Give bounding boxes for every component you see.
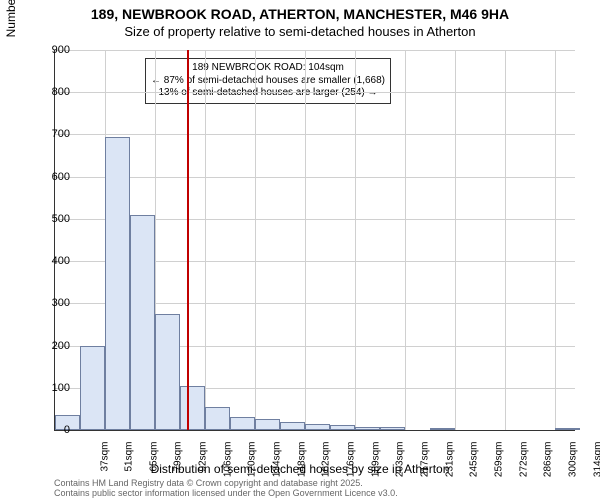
gridline-v (305, 50, 306, 430)
gridline-h (55, 92, 575, 93)
xtick-label: 79sqm (173, 442, 184, 482)
histogram-bar (180, 386, 205, 430)
xtick-label: 148sqm (296, 442, 307, 482)
xtick-label: 189sqm (370, 442, 381, 482)
plot-area: 189 NEWBROOK ROAD: 104sqm ← 87% of semi-… (54, 50, 575, 431)
xtick-label: 245sqm (469, 442, 480, 482)
histogram-bar (105, 137, 130, 430)
histogram-bar (280, 422, 305, 430)
xtick-label: 314sqm (592, 442, 600, 482)
histogram-bar (255, 419, 280, 430)
xtick-label: 286sqm (543, 442, 554, 482)
annotation-line2: ← 87% of semi-detached houses are smalle… (151, 75, 385, 88)
gridline-h (55, 134, 575, 135)
xtick-label: 217sqm (420, 442, 431, 482)
ytick-label: 300 (30, 297, 70, 309)
xtick-label: 162sqm (321, 442, 332, 482)
gridline-v (255, 50, 256, 430)
chart-title-main: 189, NEWBROOK ROAD, ATHERTON, MANCHESTER… (0, 6, 600, 22)
chart-container: 189, NEWBROOK ROAD, ATHERTON, MANCHESTER… (0, 0, 600, 500)
ytick-label: 900 (30, 44, 70, 56)
xtick-label: 176sqm (346, 442, 357, 482)
ytick-label: 800 (30, 86, 70, 98)
chart-title-sub: Size of property relative to semi-detach… (0, 24, 600, 39)
annotation-line3: 13% of semi-detached houses are larger (… (151, 87, 385, 100)
histogram-bar (205, 407, 230, 430)
histogram-bar (555, 428, 580, 430)
histogram-bar (305, 424, 330, 430)
gridline-v (455, 50, 456, 430)
histogram-bar (230, 417, 255, 430)
y-axis-label: Number of semi-detached properties (4, 0, 18, 90)
histogram-bar (430, 428, 455, 430)
xtick-label: 92sqm (198, 442, 209, 482)
xtick-label: 300sqm (568, 442, 579, 482)
gridline-v (555, 50, 556, 430)
histogram-bar (80, 346, 105, 430)
marker-line (187, 50, 189, 430)
gridline-h (55, 50, 575, 51)
histogram-bar (380, 427, 405, 430)
gridline-v (205, 50, 206, 430)
histogram-bar (155, 314, 180, 430)
gridline-v (355, 50, 356, 430)
ytick-label: 200 (30, 340, 70, 352)
xtick-label: 231sqm (444, 442, 455, 482)
xtick-label: 134sqm (272, 442, 283, 482)
ytick-label: 600 (30, 171, 70, 183)
gridline-h (55, 177, 575, 178)
xtick-label: 120sqm (247, 442, 258, 482)
xtick-label: 203sqm (395, 442, 406, 482)
histogram-bar (330, 425, 355, 430)
xtick-label: 259sqm (494, 442, 505, 482)
footer-attribution-2: Contains public sector information licen… (54, 488, 398, 498)
ytick-label: 100 (30, 382, 70, 394)
ytick-label: 500 (30, 213, 70, 225)
annotation-box: 189 NEWBROOK ROAD: 104sqm ← 87% of semi-… (145, 58, 391, 104)
ytick-label: 400 (30, 255, 70, 267)
xtick-label: 65sqm (148, 442, 159, 482)
histogram-bar (355, 427, 380, 430)
ytick-label: 700 (30, 128, 70, 140)
gridline-v (505, 50, 506, 430)
xtick-label: 272sqm (518, 442, 529, 482)
gridline-v (405, 50, 406, 430)
annotation-line1: 189 NEWBROOK ROAD: 104sqm (151, 62, 385, 75)
xtick-label: 106sqm (222, 442, 233, 482)
xtick-label: 37sqm (99, 442, 110, 482)
xtick-label: 51sqm (124, 442, 135, 482)
histogram-bar (130, 215, 155, 430)
ytick-label: 0 (30, 424, 70, 436)
